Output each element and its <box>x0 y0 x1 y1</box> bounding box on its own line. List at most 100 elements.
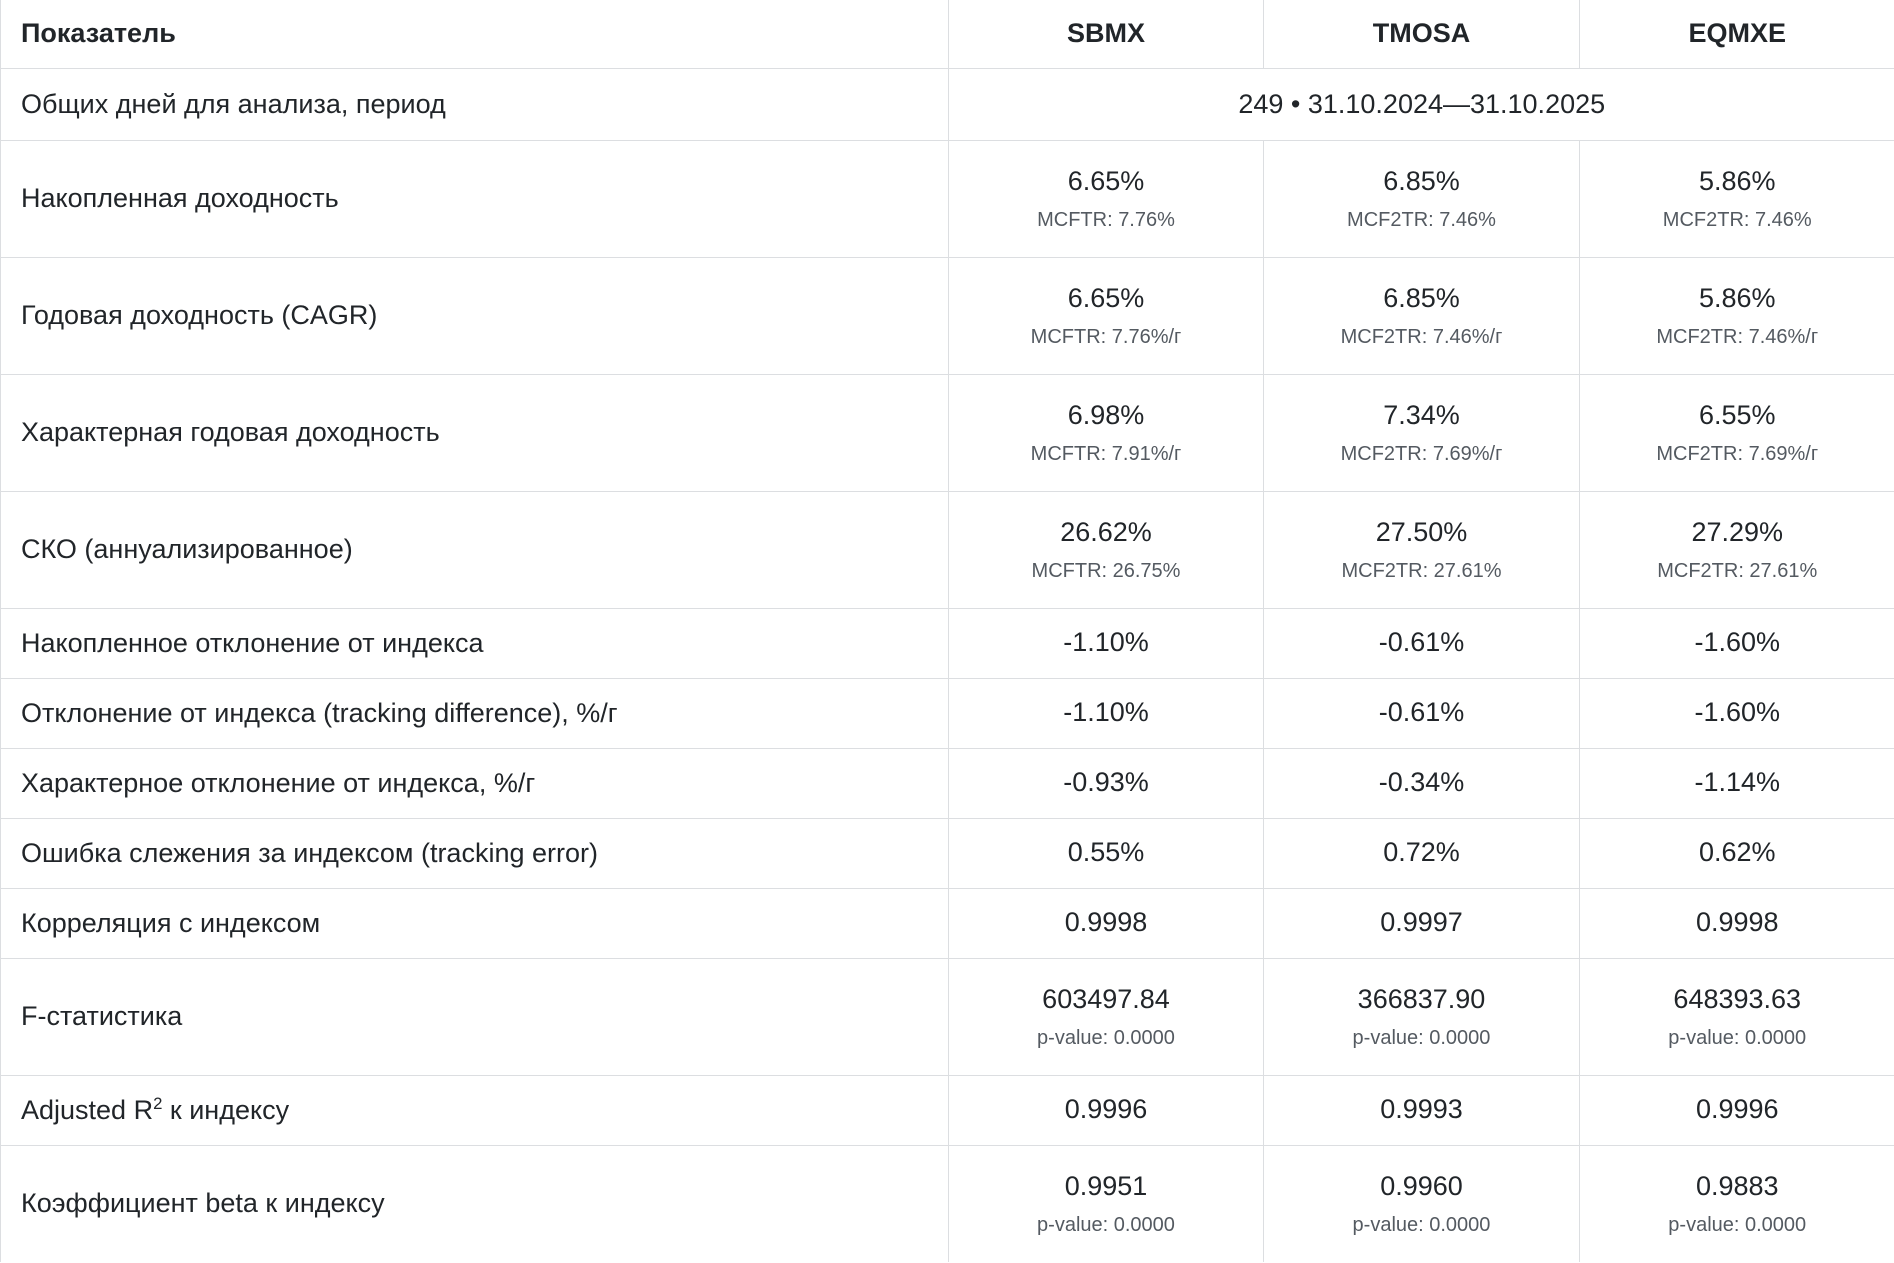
value-cell-sbmx: 6.65% MCFTR: 7.76%/г <box>948 257 1264 375</box>
value-main: 0.9993 <box>1380 1094 1463 1125</box>
metric-label: Общих дней для анализа, период <box>0 68 949 141</box>
value-main: 5.86% <box>1698 166 1776 197</box>
value-main: 603497.84 <box>1042 984 1170 1015</box>
value-main: -1.60% <box>1694 627 1781 658</box>
value-main: 7.34% <box>1383 400 1460 431</box>
value-cell-tmosa: -0.61% <box>1263 678 1580 749</box>
metric-label: СКО (аннуализированное) <box>0 491 949 609</box>
value-main: 0.62% <box>1698 837 1776 868</box>
value-cell-sbmx: 26.62% MCFTR: 26.75% <box>948 491 1264 609</box>
value-sub: MCF2TR: 7.46% <box>1662 208 1812 231</box>
value-main: -1.60% <box>1694 697 1781 728</box>
value-main: 6.98% <box>1067 400 1145 431</box>
value-main: 27.50% <box>1375 517 1468 548</box>
value-cell-eqmxe: -1.14% <box>1579 748 1894 819</box>
value-cell-sbmx: 0.55% <box>948 818 1264 889</box>
metric-label: Накопленная доходность <box>0 140 949 258</box>
value-main: -1.14% <box>1694 767 1781 798</box>
value-cell-sbmx: -0.93% <box>948 748 1264 819</box>
value-cell-eqmxe: 27.29% MCF2TR: 27.61% <box>1579 491 1894 609</box>
value-sub: MCF2TR: 7.46% <box>1347 208 1496 231</box>
row-adjusted-r2: Adjusted R2 к индексу 0.9996 0.9993 0.99… <box>0 1075 1894 1146</box>
row-cagr: Годовая доходность (CAGR) 6.65% MCFTR: 7… <box>0 257 1894 375</box>
value-sub: MCF2TR: 27.61% <box>1341 559 1502 582</box>
metric-label: Годовая доходность (CAGR) <box>0 257 949 375</box>
metric-label: F-статистика <box>0 958 949 1076</box>
value-cell-sbmx: -1.10% <box>948 678 1264 749</box>
value-sub: MCF2TR: 7.46%/г <box>1340 325 1503 348</box>
metric-label: Характерная годовая доходность <box>0 374 949 492</box>
value-cell-tmosa: 27.50% MCF2TR: 27.61% <box>1263 491 1580 609</box>
value-main: 6.85% <box>1383 166 1460 197</box>
value-cell-tmosa: -0.61% <box>1263 608 1580 679</box>
value-main: -0.61% <box>1378 697 1465 728</box>
value-cell-tmosa: 366837.90 p-value: 0.0000 <box>1263 958 1580 1076</box>
value-main: 0.9998 <box>1695 907 1779 938</box>
value-main: 0.9996 <box>1064 1094 1148 1125</box>
value-sub: p-value: 0.0000 <box>1037 1026 1175 1049</box>
value-cell-eqmxe: 5.86% MCF2TR: 7.46%/г <box>1579 257 1894 375</box>
value-sub: MCFTR: 7.91%/г <box>1030 442 1182 465</box>
value-cell-eqmxe: 0.62% <box>1579 818 1894 889</box>
metric-label: Накопленное отклонение от индекса <box>0 608 949 679</box>
row-beta: Коэффициент beta к индексу 0.9951 p-valu… <box>1 1145 1894 1262</box>
value-main: -0.61% <box>1378 627 1465 658</box>
value-cell-tmosa: 6.85% MCF2TR: 7.46%/г <box>1263 257 1580 375</box>
value-cell-sbmx: 603497.84 p-value: 0.0000 <box>948 958 1264 1076</box>
value-sub: p-value: 0.0000 <box>1668 1026 1807 1049</box>
value-cell-sbmx: 0.9951 p-value: 0.0000 <box>948 1145 1264 1262</box>
value-cell-sbmx: 0.9998 <box>948 888 1264 959</box>
value-cell-eqmxe: 6.55% MCF2TR: 7.69%/г <box>1579 374 1894 492</box>
value-main: 6.55% <box>1698 400 1776 431</box>
value-main: 0.9883 <box>1695 1171 1779 1202</box>
value-main: 0.9951 <box>1064 1171 1148 1202</box>
header-row: Показатель SBMX TMOSA EQMXE <box>0 0 1894 69</box>
value-cell-eqmxe: 648393.63 p-value: 0.0000 <box>1579 958 1894 1076</box>
column-header-tmosa: TMOSA <box>1263 0 1580 69</box>
row-cumulative-return: Накопленная доходность 6.65% MCFTR: 7.76… <box>0 140 1894 258</box>
value-main: 0.55% <box>1067 837 1145 868</box>
value-main: 6.85% <box>1383 283 1460 314</box>
value-cell-eqmxe: 0.9883 p-value: 0.0000 <box>1579 1145 1894 1262</box>
value-main: 0.72% <box>1383 837 1460 868</box>
value-sub: p-value: 0.0000 <box>1352 1214 1491 1237</box>
value-main: 6.65% <box>1067 166 1145 197</box>
value-cell-eqmxe: 0.9996 <box>1579 1075 1894 1146</box>
column-header-eqmxe: EQMXE <box>1579 0 1894 69</box>
value-cell-tmosa: 6.85% MCF2TR: 7.46% <box>1263 140 1580 258</box>
value-cell-eqmxe: 5.86% MCF2TR: 7.46% <box>1579 140 1894 258</box>
metric-label: Корреляция с индексом <box>0 888 949 959</box>
value-main: 5.86% <box>1698 283 1776 314</box>
value-main: 26.62% <box>1060 517 1152 548</box>
row-std-deviation: СКО (аннуализированное) 26.62% MCFTR: 26… <box>0 491 1894 609</box>
metric-label: Отклонение от индекса (tracking differen… <box>0 678 949 749</box>
value-main: 648393.63 <box>1673 984 1802 1015</box>
superscript-2: 2 <box>153 1093 163 1113</box>
value-sub: p-value: 0.0000 <box>1037 1214 1175 1237</box>
row-cumulative-tracking-deviation: Накопленное отклонение от индекса -1.10%… <box>0 608 1894 679</box>
value-sub: MCFTR: 7.76% <box>1037 208 1175 231</box>
value-cell-tmosa: 0.9960 p-value: 0.0000 <box>1263 1145 1580 1262</box>
row-f-statistic: F-статистика 603497.84 p-value: 0.0000 3… <box>0 958 1894 1076</box>
value-main: 0.9960 <box>1380 1171 1463 1202</box>
metric-label: Коэффициент beta к индексу <box>21 1188 385 1219</box>
value-cell-sbmx: 6.98% MCFTR: 7.91%/г <box>948 374 1264 492</box>
value-cell-tmosa: -0.34% <box>1263 748 1580 819</box>
metric-label: Ошибка слежения за индексом (tracking er… <box>0 818 949 889</box>
value-cell-sbmx: -1.10% <box>948 608 1264 679</box>
row-analysis-period: Общих дней для анализа, период 249 • 31.… <box>0 68 1894 141</box>
metric-label: Adjusted R2 к индексу <box>0 1075 949 1146</box>
value-main: -0.34% <box>1378 767 1465 798</box>
value-cell-eqmxe: -1.60% <box>1579 608 1894 679</box>
value-main: -1.10% <box>1063 697 1149 728</box>
value-sub: MCF2TR: 7.69%/г <box>1340 442 1503 465</box>
value-main: -1.10% <box>1063 627 1149 658</box>
column-header-metric: Показатель <box>0 0 949 69</box>
value-sub: MCF2TR: 7.46%/г <box>1656 325 1819 348</box>
row-correlation: Корреляция с индексом 0.9998 0.9997 0.99… <box>0 888 1894 959</box>
value-cell-eqmxe: -1.60% <box>1579 678 1894 749</box>
value-cell-tmosa: 0.9997 <box>1263 888 1580 959</box>
value-cell-sbmx: 0.9996 <box>948 1075 1264 1146</box>
value-cell-tmosa: 7.34% MCF2TR: 7.69%/г <box>1263 374 1580 492</box>
